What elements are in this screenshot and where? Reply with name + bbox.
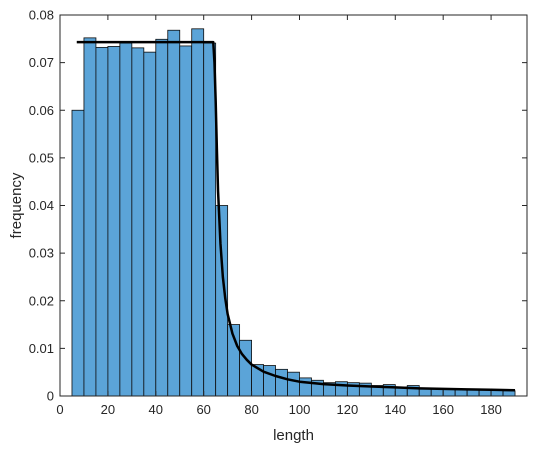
histogram-bar — [155, 38, 169, 397]
x-tick-label: 160 — [432, 402, 454, 417]
histogram-bar — [239, 339, 252, 397]
histogram-bar — [95, 46, 109, 397]
y-tick-label: 0.06 — [29, 103, 54, 118]
y-axis-ticks: 0 0.01 0.02 0.03 0.04 0.05 0.06 0.07 0.08 — [29, 8, 527, 404]
histogram-bar — [299, 377, 312, 397]
histogram-bar — [179, 45, 193, 397]
histogram-bar — [71, 109, 85, 397]
histogram-bar — [131, 47, 145, 397]
x-tick-label: 60 — [196, 402, 210, 417]
y-tick-label: 0.01 — [29, 341, 54, 356]
y-tick-label: 0.05 — [29, 150, 54, 165]
x-tick-label: 20 — [101, 402, 115, 417]
y-tick-label: 0.02 — [29, 293, 54, 308]
x-axis-label: length — [273, 427, 314, 444]
y-tick-label: 0.03 — [29, 246, 54, 261]
y-axis-label: frequency — [8, 172, 25, 238]
histogram-bar — [502, 390, 516, 397]
y-tick-label: 0 — [47, 389, 54, 404]
histogram-bar — [263, 365, 276, 397]
histogram-bar — [83, 37, 97, 397]
histogram-bar — [275, 368, 288, 397]
histogram-bar — [167, 29, 181, 397]
x-tick-label: 180 — [480, 402, 502, 417]
x-axis-ticks: 0 20 40 60 80 100 120 140 160 180 — [56, 15, 502, 417]
histogram-bar — [287, 371, 300, 397]
x-tick-label: 80 — [244, 402, 258, 417]
x-tick-label: 0 — [56, 402, 63, 417]
histogram-bar — [107, 46, 121, 397]
histogram-bar — [191, 28, 205, 397]
x-tick-label: 100 — [289, 402, 311, 417]
y-tick-label: 0.04 — [29, 198, 54, 213]
histogram-bar — [203, 42, 217, 397]
histogram-bar — [119, 42, 133, 397]
y-tick-label: 0.07 — [29, 55, 54, 70]
x-tick-label: 140 — [384, 402, 406, 417]
x-tick-label: 120 — [337, 402, 359, 417]
histogram-bar — [143, 51, 157, 397]
fit-curve — [76, 40, 516, 392]
y-tick-label: 0.08 — [29, 8, 54, 23]
x-tick-label: 40 — [149, 402, 163, 417]
